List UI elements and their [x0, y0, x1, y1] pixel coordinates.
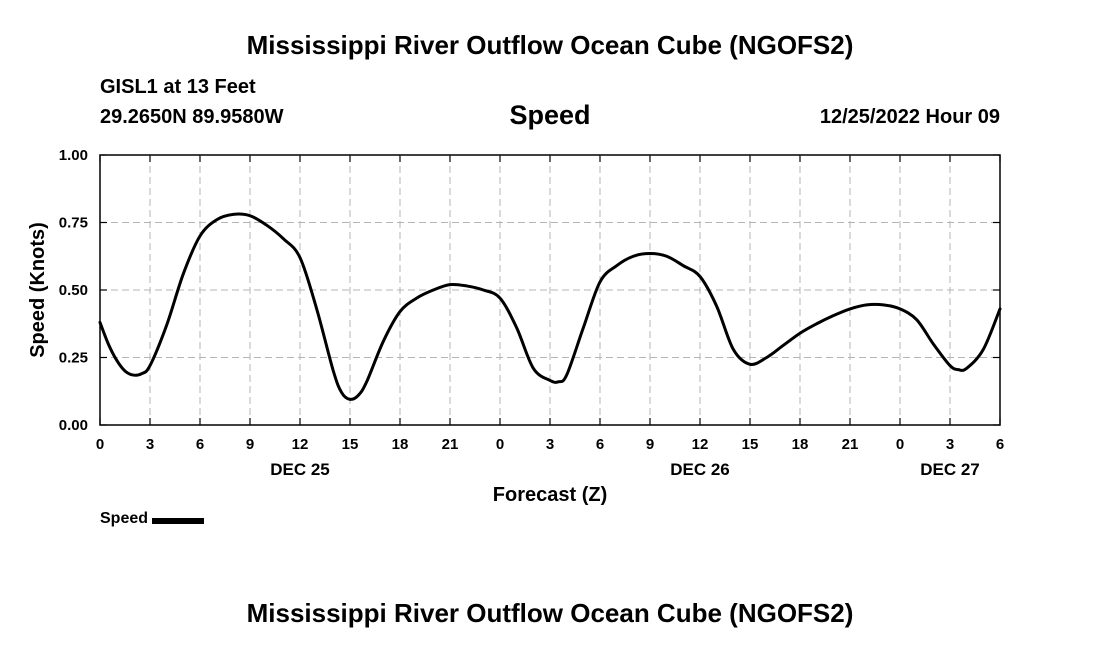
- x-tick-label: 18: [792, 436, 809, 453]
- x-tick-label: 12: [292, 436, 309, 453]
- x-tick-label: 18: [392, 436, 409, 453]
- x-tick-label: 3: [946, 436, 954, 453]
- y-tick-label: 1.00: [59, 147, 88, 164]
- day-label: DEC 27: [920, 460, 980, 479]
- y-axis-label: Speed (Knots): [27, 222, 49, 358]
- x-tick-label: 15: [342, 436, 359, 453]
- legend: Speed: [100, 510, 205, 528]
- page-title: Mississippi River Outflow Ocean Cube (NG…: [246, 30, 854, 60]
- y-tick-label: 0.00: [59, 417, 88, 434]
- x-tick-label: 6: [596, 436, 604, 453]
- x-tick-label: 3: [146, 436, 154, 453]
- x-tick-label: 12: [692, 436, 709, 453]
- y-tick-label: 0.75: [59, 215, 88, 232]
- forecast-datetime: 12/25/2022 Hour 09: [819, 106, 1000, 128]
- station-label: GISL1 at 13 Feet: [100, 76, 256, 98]
- x-tick-label: 9: [246, 436, 254, 453]
- x-tick-label: 21: [442, 436, 459, 453]
- x-tick-label: 3: [546, 436, 554, 453]
- x-tick-label: 6: [196, 436, 204, 453]
- axis-tick-labels: 0 3 6 9 12 15 18 21 0 3 6 9 12 15 18 21 0 3 6 0.00 0.25 0.50 0…: [59, 147, 1004, 479]
- footer-title: Mississippi River Outflow Ocean Cube (NG…: [246, 598, 854, 628]
- chart-title: Speed: [509, 100, 591, 130]
- y-tick-label: 0.25: [59, 350, 88, 367]
- legend-label: Speed: [100, 510, 149, 527]
- day-label: DEC 25: [270, 460, 330, 479]
- x-tick-label: 0: [496, 436, 504, 453]
- speed-series-line: [98, 212, 1002, 401]
- plot-frame: [99, 154, 1001, 426]
- x-tick-label: 0: [896, 436, 904, 453]
- x-tick-label: 15: [742, 436, 759, 453]
- legend-swatch: [152, 518, 205, 524]
- x-tick-label: 21: [842, 436, 859, 453]
- x-tick-label: 0: [96, 436, 104, 453]
- y-tick-label: 0.50: [59, 282, 88, 299]
- series-layer: [98, 212, 1002, 401]
- x-tick-label: 9: [646, 436, 654, 453]
- x-tick-label: 6: [996, 436, 1004, 453]
- x-axis-label: Forecast (Z): [493, 484, 607, 506]
- station-coordinates: 29.2650N 89.9580W: [100, 106, 284, 128]
- grid: [100, 155, 1000, 425]
- day-label: DEC 26: [670, 460, 730, 479]
